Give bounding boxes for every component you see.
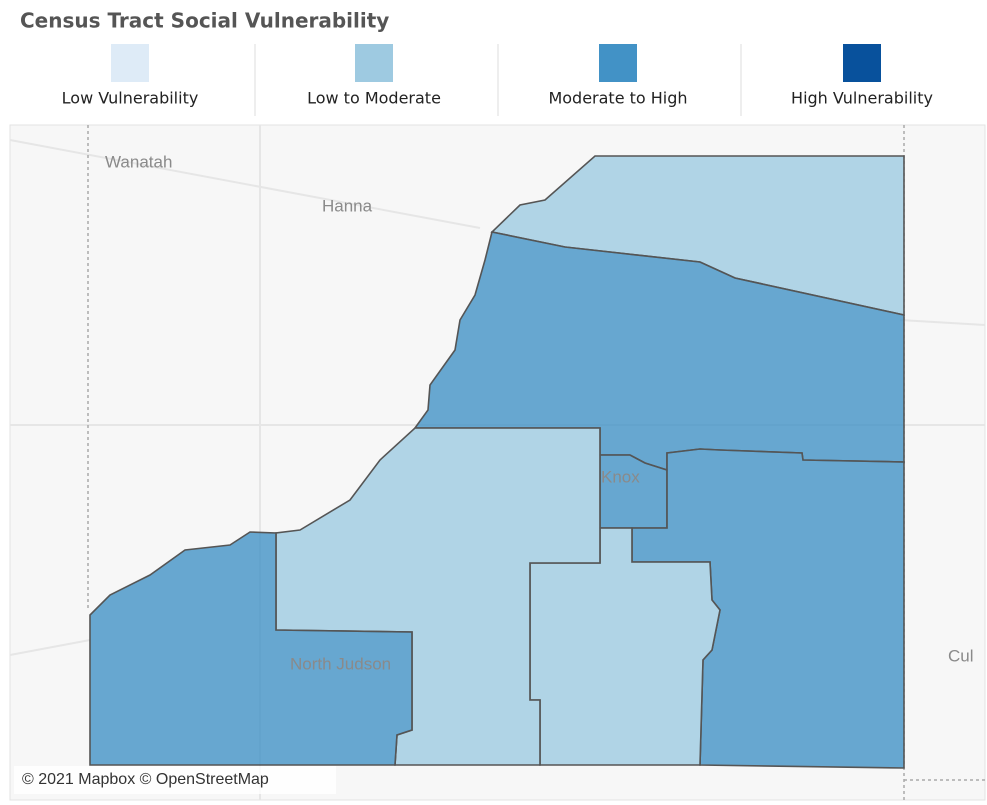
road <box>9 139 481 229</box>
place-label: Knox <box>601 467 640 486</box>
legend-label: High Vulnerability <box>791 89 933 108</box>
road <box>9 639 91 656</box>
legend-label: Low Vulnerability <box>62 89 199 108</box>
tract <box>89 531 413 766</box>
attribution: © 2021 Mapbox © OpenStreetMap <box>22 771 269 788</box>
tracts <box>89 155 905 769</box>
legend-label: Moderate to High <box>548 89 687 108</box>
legend-label: Low to Moderate <box>307 89 441 108</box>
attribution-bg <box>14 766 336 794</box>
legend-swatch <box>599 44 637 82</box>
road <box>899 319 986 326</box>
place-label: Wanatah <box>105 152 172 171</box>
legend: Low Vulnerability Low to Moderate Moderate… <box>62 44 933 116</box>
title: Census Tract Social Vulnerability <box>20 9 389 33</box>
legend-swatch <box>355 44 393 82</box>
place-labels: Wanatah Hanna Knox North Judson Cul <box>105 152 974 673</box>
place-label: Hanna <box>322 196 373 215</box>
place-label: Cul <box>948 646 974 665</box>
legend-swatch <box>843 44 881 82</box>
place-label: North Judson <box>290 654 391 673</box>
legend-swatch <box>111 44 149 82</box>
